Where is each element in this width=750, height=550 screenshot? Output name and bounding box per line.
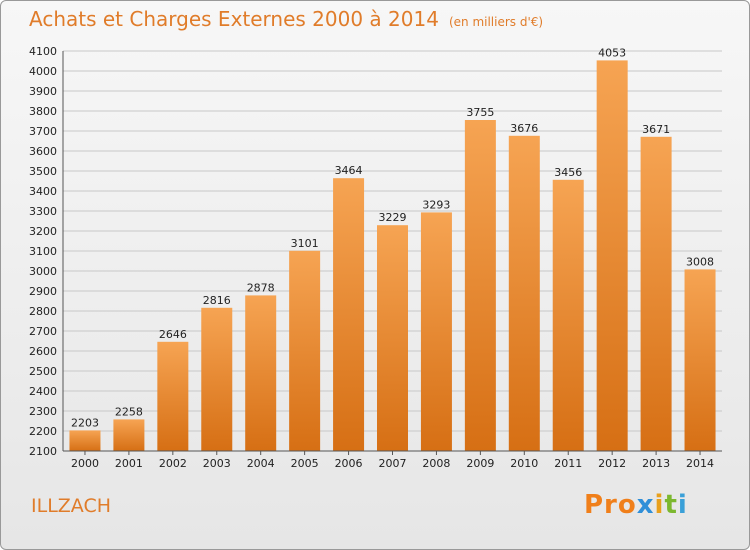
x-tick-label: 2011 <box>554 457 582 470</box>
bar-2007 <box>377 225 408 451</box>
y-tick-label: 2300 <box>29 405 57 418</box>
y-tick-label: 3800 <box>29 105 57 118</box>
x-tick-label: 2014 <box>686 457 714 470</box>
x-tick-label: 2000 <box>71 457 99 470</box>
bar-2006 <box>333 178 365 451</box>
bar-value-label: 3008 <box>686 255 714 268</box>
x-tick-label: 2009 <box>466 457 494 470</box>
x-tick-label: 2010 <box>510 457 538 470</box>
y-tick-label: 2600 <box>29 345 57 358</box>
logo-letter: x <box>636 490 655 520</box>
bar-2010 <box>508 135 540 452</box>
y-tick-label: 2200 <box>29 425 57 438</box>
chart-title-text: Achats et Charges Externes 2000 à 2014 <box>29 7 439 31</box>
x-tick-label: 2005 <box>291 457 319 470</box>
chart-title: Achats et Charges Externes 2000 à 2014 (e… <box>29 7 543 31</box>
x-tick-label: 2003 <box>203 457 231 470</box>
x-tick-label: 2004 <box>247 457 275 470</box>
commune-name: ILLZACH <box>31 495 112 517</box>
bar-value-label: 3671 <box>642 123 670 136</box>
y-tick-label: 4000 <box>29 65 57 78</box>
bar-value-label: 2816 <box>203 294 231 307</box>
x-tick-label: 2008 <box>422 457 450 470</box>
y-tick-label: 3400 <box>29 185 57 198</box>
y-tick-label: 2900 <box>29 285 57 298</box>
bar-2013 <box>640 136 672 452</box>
y-tick-label: 2500 <box>29 365 57 378</box>
bar-value-label: 3464 <box>335 164 363 177</box>
bar-value-label: 3101 <box>291 237 319 250</box>
logo-letter: i <box>654 490 665 520</box>
x-tick-label: 2001 <box>115 457 143 470</box>
x-tick-label: 2012 <box>598 457 626 470</box>
bar-value-label: 4053 <box>598 46 626 59</box>
bar-2008 <box>420 212 452 451</box>
bar-value-label: 3293 <box>422 198 450 211</box>
y-tick-label: 4100 <box>29 45 57 58</box>
y-tick-label: 3500 <box>29 165 57 178</box>
bars: 2203 2258 2646 2816 2878 3101 3464 3229 3293 3755… <box>69 46 716 452</box>
bar-value-label: 2258 <box>115 405 143 418</box>
bar-value-label: 3456 <box>554 166 582 179</box>
bar-value-label: 3676 <box>510 122 538 135</box>
bar-value-label: 2878 <box>247 281 275 294</box>
y-tick-label: 2400 <box>29 385 57 398</box>
y-tick-label: 3000 <box>29 265 57 278</box>
bar-2001 <box>113 419 145 451</box>
bar-2011 <box>552 179 584 452</box>
y-tick-label: 3900 <box>29 85 57 98</box>
bar-2002 <box>157 341 189 451</box>
x-tick-label: 2013 <box>642 457 670 470</box>
bar-value-label: 3229 <box>379 211 407 224</box>
x-tick-label: 2007 <box>379 457 407 470</box>
y-tick-label: 3600 <box>29 145 57 158</box>
bar-value-label: 2203 <box>71 416 99 429</box>
logo-letter: o <box>617 490 637 520</box>
y-tick-label: 3700 <box>29 125 57 138</box>
bar-2012 <box>596 60 628 452</box>
bar-2005 <box>289 250 321 451</box>
bar-value-label: 2646 <box>159 328 187 341</box>
bar-2003 <box>201 307 233 451</box>
y-tick-label: 2800 <box>29 305 57 318</box>
bar-2000 <box>69 430 101 451</box>
logo-letter: t <box>664 490 678 520</box>
y-tick-label: 2700 <box>29 325 57 338</box>
chart-subtitle: (en milliers d'€) <box>448 15 544 29</box>
bar-value-label: 3755 <box>466 106 494 119</box>
x-tick-label: 2002 <box>159 457 187 470</box>
axes: 2100 2200 2300 2400 2500 2600 2700 2800 2900 3000… <box>29 45 722 470</box>
bar-2009 <box>464 120 496 451</box>
proxiti-logo: Proxiti <box>584 490 688 520</box>
bar-2004 <box>245 295 277 451</box>
bar-2014 <box>684 269 716 451</box>
y-tick-label: 3300 <box>29 205 57 218</box>
logo-letter: Pr <box>584 490 618 520</box>
y-tick-label: 3200 <box>29 225 57 238</box>
y-tick-label: 2100 <box>29 445 57 458</box>
x-tick-label: 2006 <box>335 457 363 470</box>
y-tick-label: 3100 <box>29 245 57 258</box>
logo-letter: i <box>677 490 688 520</box>
